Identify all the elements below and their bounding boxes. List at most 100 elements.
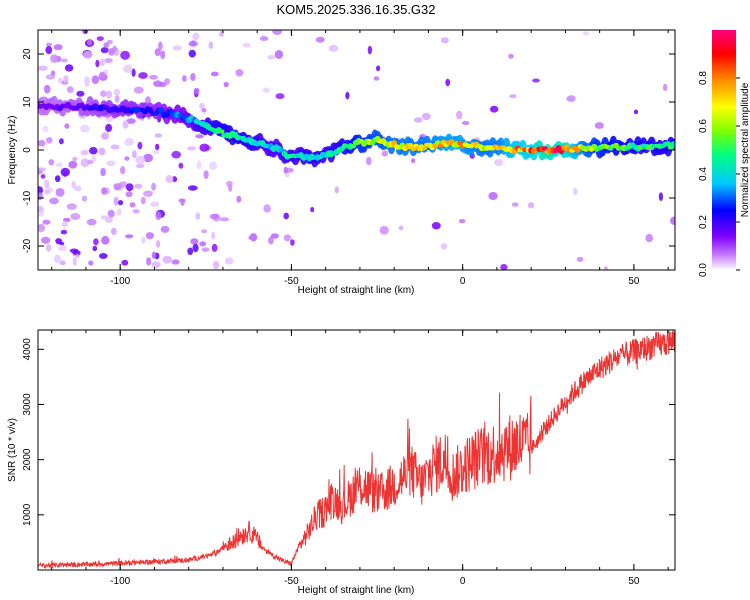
heatmap-noise-cell: [73, 185, 82, 192]
heatmap-noise-cell: [106, 160, 116, 167]
heatmap-noise-cell: [105, 123, 113, 133]
heatmap-noise-cell: [508, 53, 514, 59]
y-tick-label: 3000: [22, 393, 33, 416]
heatmap-noise-cell: [59, 260, 66, 266]
heatmap-noise-cell: [88, 260, 94, 266]
heatmap-noise-cell: [66, 86, 74, 93]
heatmap-noise-cell: [376, 65, 381, 72]
heatmap-noise-cell: [104, 58, 113, 63]
heatmap-noise-cell: [95, 59, 100, 68]
heatmap-noise-cell: [201, 108, 207, 113]
heatmap-noise-cell: [209, 161, 217, 170]
colorbar-ticks: 0.0 0.2 0.4 0.6 0.8: [698, 71, 740, 277]
y-tick-label: 20: [22, 48, 33, 60]
heatmap-noise-cell: [113, 88, 121, 96]
heatmap-noise-cell: [55, 188, 65, 197]
heatmap-noise-cell: [171, 259, 180, 265]
heatmap-noise-cell: [145, 232, 154, 240]
heatmap-noise-cell: [43, 84, 51, 94]
heatmap-noise-cell: [124, 138, 134, 146]
heatmap-noise-cell: [345, 91, 350, 100]
x-tick-label: 0: [460, 576, 466, 587]
heatmap-noise-cell: [188, 49, 196, 58]
colorbar-tick-label: 0.6: [698, 119, 709, 133]
heatmap-noise-cell: [228, 183, 233, 192]
heatmap-noise-cell: [154, 48, 161, 56]
heatmap-noise-cell: [573, 188, 578, 196]
heatmap-noise-cell: [70, 213, 81, 220]
heatmap-noise-cell: [68, 160, 78, 169]
heatmap-noise-cell: [100, 215, 108, 220]
heatmap-noise-cell: [236, 195, 242, 203]
heatmap-noise-cell: [38, 223, 45, 233]
heatmap-noise-cell: [315, 36, 325, 43]
heatmap-noise-cell: [373, 76, 380, 81]
snr-series-line: [38, 330, 675, 570]
heatmap-noise-cell: [190, 238, 199, 245]
heatmap-noise-cell: [146, 257, 152, 266]
heatmap-noise-cell: [334, 186, 339, 194]
colorbar-label: Normalized spectral amplitude: [740, 82, 750, 217]
heatmap-noise-cell: [84, 78, 90, 87]
heatmap-noise-cell: [45, 137, 53, 144]
heatmap-noise-cell: [283, 212, 290, 220]
colorbar-tick-label: 0.2: [698, 215, 709, 229]
heatmap-noise-cell: [527, 202, 535, 209]
heatmap-noise-cell: [91, 75, 100, 84]
heatmap-ridge-core: [218, 129, 225, 134]
colorbar-gradient: [712, 30, 736, 270]
heatmap-noise-cell: [99, 71, 106, 79]
heatmap-noise-cell: [38, 140, 46, 147]
heatmap-noise-cell: [201, 247, 210, 252]
heatmap-noise-cell: [116, 208, 122, 216]
chart-title: KOM5.2025.336.16.35.G32: [276, 2, 435, 17]
heatmap-noise-cell: [456, 110, 463, 120]
heatmap-noise-cell: [272, 30, 282, 35]
heatmap-noise-cell: [80, 124, 90, 133]
heatmap-noise-cell: [86, 218, 97, 226]
heatmap-noise-cell: [89, 146, 98, 155]
heatmap-noise-cell: [199, 143, 210, 152]
heatmap-noise-cell: [603, 266, 608, 270]
x-tick-label: -100: [110, 576, 130, 587]
heatmap-noise-cell: [235, 69, 244, 77]
heatmap-noise-cell: [275, 93, 285, 100]
heatmap-noise-cell: [670, 216, 675, 225]
heatmap-noise-cell: [223, 81, 229, 88]
heatmap-noise-cell: [219, 217, 230, 222]
heatmap-noise-cell: [42, 125, 49, 133]
heatmap-noise-cell: [125, 191, 133, 198]
heatmap-noise-cell: [274, 50, 284, 59]
heatmap-noise-cell: [151, 251, 157, 259]
heatmap-noise-cell: [270, 233, 279, 239]
heatmap-noise-cell: [59, 138, 64, 145]
heatmap-noise-cell: [133, 86, 144, 94]
heatmap-noise-cell: [145, 96, 151, 105]
heatmap-noise-cell: [566, 95, 576, 102]
snr-panel: -100 -50 0 50 1000 2000 3000 4000 Height of str…: [7, 329, 676, 596]
heatmap-noise-cell: [113, 196, 119, 206]
heatmap-noise-cell: [532, 78, 540, 83]
heatmap-noise-cell: [192, 32, 200, 41]
heatmap-noise-cell: [123, 64, 133, 74]
heatmap-noise-cell: [38, 65, 48, 71]
heatmap-noise-cell: [199, 102, 205, 110]
heatmap-noise-cell: [80, 149, 89, 156]
spectrogram-xlabel: Height of straight line (km): [298, 285, 415, 296]
heatmap-noise-cell: [141, 236, 146, 244]
x-tick-label: -50: [284, 576, 299, 587]
colorbar-tick-label: 0.4: [698, 167, 709, 181]
heatmap-noise-cell: [490, 105, 499, 113]
heatmap-ridge-core: [574, 147, 581, 153]
heatmap-noise-cell: [113, 183, 122, 191]
heatmap-noise-cell: [188, 40, 198, 47]
heatmap-noise-cell: [210, 71, 219, 77]
heatmap-noise-cell: [100, 167, 106, 177]
heatmap-noise-cell: [381, 150, 388, 157]
heatmap-noise-cell: [61, 221, 68, 228]
heatmap-noise-cell: [54, 254, 61, 263]
y-tick-label: 10: [22, 96, 33, 108]
heatmap-noise-cell: [93, 238, 99, 246]
heatmap-noise-cell: [107, 209, 115, 218]
